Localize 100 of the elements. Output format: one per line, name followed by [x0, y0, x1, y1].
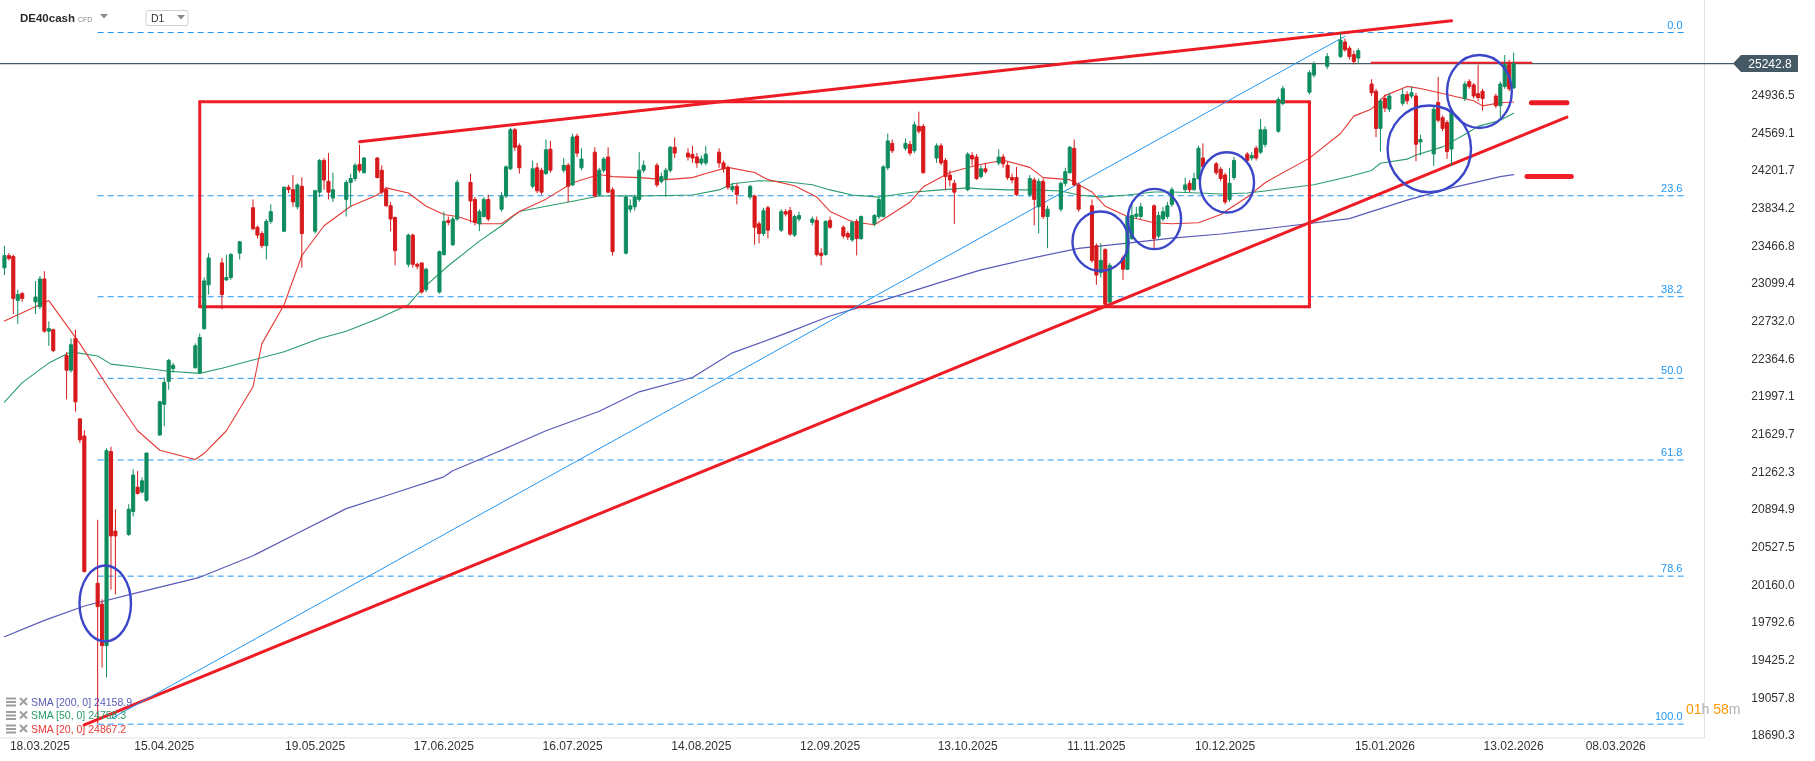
y-tick-label: 20160.0 — [1751, 577, 1796, 592]
y-tick-label: 19425.2 — [1751, 652, 1796, 667]
candlestick — [1387, 92, 1392, 113]
candlestick — [1338, 32, 1343, 59]
y-tick-label: 19792.6 — [1751, 615, 1796, 630]
candlestick — [20, 291, 25, 303]
ref-line-label: 100.0 — [1654, 710, 1683, 723]
candlestick — [104, 447, 109, 678]
candlestick — [748, 184, 753, 200]
candlestick — [1231, 156, 1237, 181]
ref-line-label: 0.0 — [1667, 18, 1683, 31]
candlestick — [734, 182, 739, 205]
y-tick-label: 18690.3 — [1751, 728, 1796, 743]
candlestick — [1325, 52, 1330, 70]
candlestick — [654, 162, 659, 188]
candlestick — [73, 329, 78, 413]
x-tick-label: 19.05.2025 — [285, 739, 346, 753]
ref-line-label: 38.2 — [1661, 282, 1683, 295]
candlestick — [1254, 145, 1259, 161]
annotation: D1 — [151, 12, 165, 24]
candlestick — [841, 224, 846, 239]
candlestick — [703, 145, 708, 166]
candlestick — [725, 164, 731, 191]
x-tick-label: 14.08.2025 — [671, 739, 732, 753]
y-tick-label: 24201.7 — [1751, 163, 1796, 178]
candlestick — [2, 245, 7, 276]
candlestick — [1103, 247, 1108, 306]
candlestick — [326, 152, 331, 200]
x-tick-label: 08.03.2026 — [1585, 739, 1647, 753]
line-series — [3, 85, 1515, 460]
candlestick — [410, 233, 415, 269]
candlestick — [68, 337, 74, 374]
candlestick — [1156, 211, 1161, 239]
candlestick — [566, 162, 571, 203]
y-tick-label: 23834.2 — [1751, 201, 1796, 216]
candlestick — [1249, 151, 1254, 161]
candlestick — [859, 215, 864, 241]
candlestick — [574, 133, 580, 158]
candlestick — [282, 185, 287, 233]
y-tick-label: 24569.1 — [1751, 125, 1796, 140]
candlestick — [548, 140, 553, 174]
candlestick — [135, 470, 140, 495]
candlestick — [570, 133, 575, 187]
candlestick — [1014, 166, 1019, 197]
candlestick — [792, 214, 797, 238]
candlestick — [64, 351, 69, 400]
candlestick — [810, 216, 815, 226]
candlestick — [934, 142, 939, 164]
candlestick — [1382, 94, 1387, 113]
candlestick — [752, 194, 757, 246]
y-tick-label: 19057.8 — [1751, 690, 1796, 705]
candlestick — [228, 252, 233, 281]
candlestick — [330, 172, 335, 203]
candlestick — [197, 333, 202, 375]
candlestick — [561, 157, 566, 174]
candlestick — [996, 148, 1001, 166]
candlestick — [592, 146, 597, 198]
x-tick-label: 15.04.2025 — [134, 739, 195, 753]
y-tick-label: 24936.5 — [1751, 88, 1796, 103]
candlestick — [419, 262, 424, 295]
candlestick — [690, 145, 695, 164]
candlestick — [406, 233, 411, 268]
candlestick — [965, 151, 970, 192]
candlestick — [579, 147, 584, 171]
candlestick — [1449, 107, 1454, 167]
candlestick — [144, 452, 149, 503]
candlestick — [486, 194, 491, 222]
candlestick — [11, 254, 16, 315]
candlestick — [672, 137, 677, 159]
x-tick-label: 13.02.2026 — [1483, 739, 1544, 753]
candlestick — [530, 159, 535, 189]
y-tick-label: 21629.7 — [1751, 427, 1796, 442]
x-tick-label: 16.07.2025 — [542, 739, 603, 753]
candlestick — [903, 138, 908, 152]
candlestick — [361, 156, 367, 175]
ref-line-label: 61.8 — [1661, 445, 1683, 458]
y-tick-label: 21997.1 — [1751, 389, 1796, 404]
candlestick — [978, 164, 984, 180]
candlestick — [779, 208, 784, 233]
candlestick — [424, 267, 429, 293]
candlestick — [1431, 105, 1436, 167]
candlestick — [219, 257, 224, 310]
candlestick — [974, 153, 979, 181]
x-tick-label: 17.06.2025 — [413, 739, 475, 753]
candlestick — [539, 167, 544, 196]
candlestick — [15, 289, 20, 325]
candlestick — [907, 140, 913, 157]
candlestick — [1187, 179, 1192, 193]
candlestick — [1041, 178, 1046, 220]
candlestick — [468, 173, 473, 223]
candlestick — [1405, 90, 1410, 105]
x-tick-label: 11.11.2025 — [1067, 739, 1126, 753]
candlestick — [1027, 174, 1032, 198]
candlestick — [535, 162, 540, 194]
candlestick — [1356, 47, 1361, 64]
candlestick — [543, 138, 549, 176]
candlestick — [1152, 203, 1157, 251]
candlestick — [1378, 97, 1383, 153]
candlestick — [730, 182, 735, 193]
candlestick — [1258, 118, 1263, 155]
